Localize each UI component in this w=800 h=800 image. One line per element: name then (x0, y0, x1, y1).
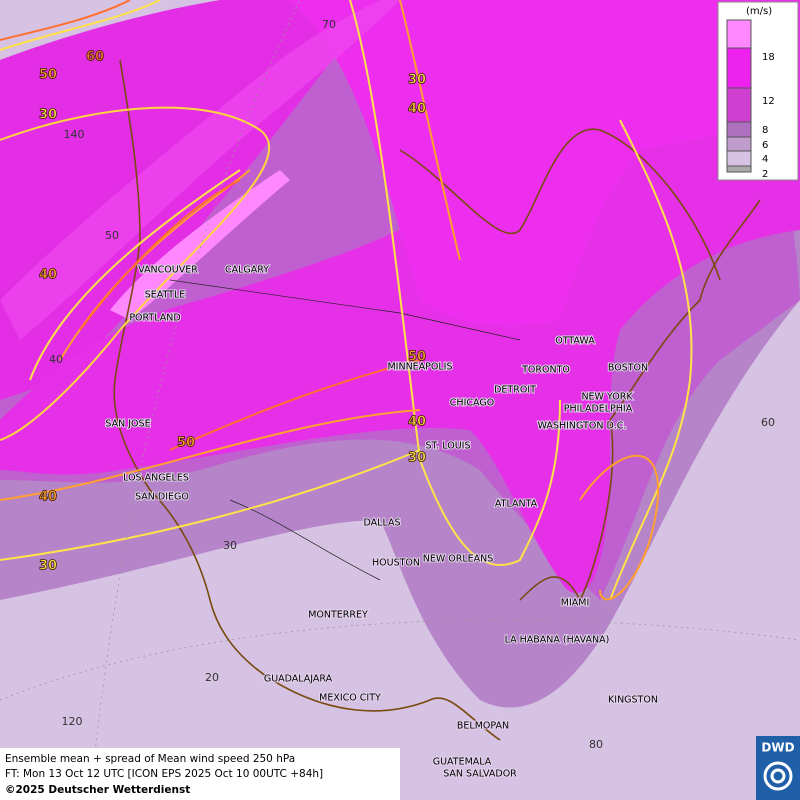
legend-swatch (726, 136, 752, 152)
city-label: WASHINGTON D.C. (538, 421, 627, 432)
contour-label: 30 (408, 73, 426, 88)
city-label: DALLAS (364, 518, 401, 529)
contour (0, 106, 271, 441)
legend-tick-label: 8 (762, 125, 768, 136)
city-label: MIAMI (561, 598, 590, 609)
city-label: SAN SALVADOR (443, 769, 517, 780)
contour-label: 40 (39, 268, 57, 283)
grid-label: 50 (105, 229, 119, 242)
contour-label: 50 (39, 68, 57, 83)
footer-title: Ensemble mean + spread of Mean wind spee… (5, 753, 295, 765)
city-label: NEW YORK (581, 392, 633, 403)
city-label: SAN DIEGO (135, 492, 189, 503)
city-label: DETROIT (494, 385, 536, 396)
contour-label: 30 (408, 451, 426, 466)
contour-label: 40 (39, 490, 57, 505)
city-label: PHILADELPHIA (564, 404, 633, 415)
grid-label: 20 (205, 671, 219, 684)
legend-swatch (726, 165, 752, 173)
city-label: MEXICO CITY (319, 693, 381, 704)
contour-label: 50 (408, 350, 426, 365)
legend-tick-label: 18 (762, 52, 775, 63)
city-label: HOUSTON (372, 558, 420, 569)
city-label: SEATTLE (145, 290, 186, 301)
city-label: LA HABANA (HAVANA) (505, 635, 610, 646)
contour (0, 0, 421, 451)
logo-text: DWD (761, 741, 794, 755)
legend-swatch (726, 150, 752, 167)
border (169, 279, 521, 581)
city-label: ATLANTA (495, 499, 538, 510)
city-label: BELMOPAN (457, 721, 509, 732)
logo-icon (763, 761, 793, 791)
grid-label: 40 (49, 353, 63, 366)
footer-forecast: FT: Mon 13 Oct 12 UTC [ICON EPS 2025 Oct… (5, 768, 323, 780)
contour-label: 40 (408, 415, 426, 430)
city-label: MINNEAPOLIS (387, 362, 452, 373)
city-label: PORTLAND (129, 313, 180, 324)
grid-label: 70 (322, 18, 336, 31)
legend-swatch (726, 47, 752, 89)
legend-swatch (726, 19, 752, 49)
footer-box (0, 748, 400, 800)
city-label: ST. LOUIS (426, 441, 471, 452)
wind-area (290, 0, 800, 326)
city-label: SAN JOSE (105, 419, 150, 430)
grid-label: 140 (64, 128, 85, 141)
city-label: MONTERREY (308, 610, 368, 621)
city-label: GUATEMALA (433, 757, 492, 768)
contour-label: 60 (86, 50, 104, 65)
city-label: CALGARY (225, 265, 269, 276)
legend-ticks: 18 12 8 6 4 2 (762, 52, 775, 180)
contour-label: 50 (177, 436, 195, 451)
city-label: KINGSTON (608, 695, 658, 706)
grid-label: 60 (761, 416, 775, 429)
legend-unit: (m/s) (746, 6, 772, 17)
grid-label: 80 (589, 738, 603, 751)
legend-swatch (726, 87, 752, 123)
grid-label: 120 (62, 715, 83, 728)
city-label: GUADALAJARA (264, 674, 333, 685)
legend-tick-label: 4 (762, 154, 768, 165)
legend: (m/s) 18 12 8 6 4 2 (717, 1, 799, 181)
contour-label: 30 (39, 559, 57, 574)
contour (0, 0, 660, 601)
labels: VANCOUVER CALGARY SEATTLE PORTLAND MINNEAPOL… (39, 18, 775, 781)
jet-core (0, 0, 400, 340)
logo-icon (770, 768, 786, 784)
city-label: NEW ORLEANS (423, 554, 494, 565)
footer-copyright: ©2025 Deutscher Wetterdienst (5, 784, 190, 796)
city-label: LOS ANGELES (123, 473, 189, 484)
contour-label: 40 (408, 102, 426, 117)
contour (0, 0, 693, 601)
grid-label: 30 (223, 539, 237, 552)
city-label: TORONTO (521, 365, 570, 376)
city-label: OTTAWA (555, 336, 595, 347)
city-label: CHICAGO (450, 398, 494, 409)
city-label: BOSTON (608, 363, 648, 374)
legend-swatch (726, 121, 752, 138)
city-label: VANCOUVER (138, 265, 198, 276)
contour-label: 30 (39, 108, 57, 123)
legend-tick-label: 12 (762, 96, 775, 107)
legend-tick-label: 2 (762, 169, 768, 180)
legend-tick-label: 6 (762, 140, 768, 151)
